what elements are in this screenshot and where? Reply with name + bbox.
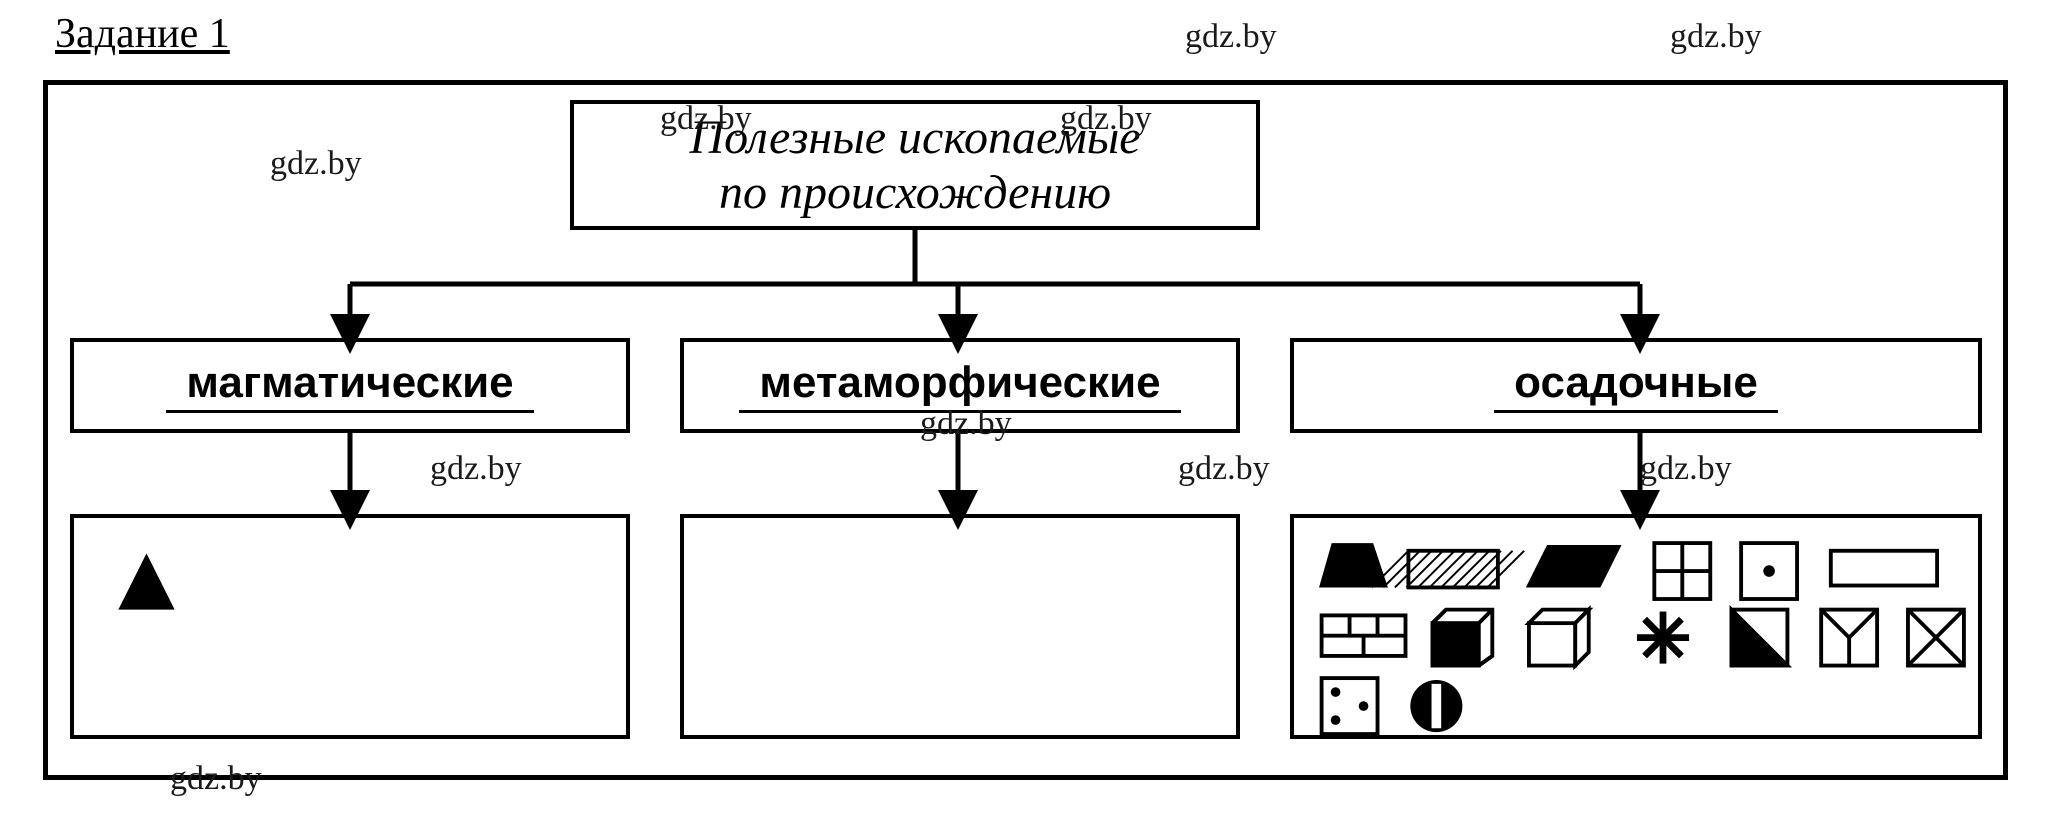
trapezoid-filled-icon bbox=[1322, 545, 1386, 586]
square-Y-icon bbox=[1821, 610, 1877, 666]
category-label: осадочные bbox=[1494, 358, 1778, 413]
circle-bar-icon bbox=[1410, 680, 1462, 732]
parallelogram-filled-icon bbox=[1529, 547, 1619, 586]
diag-half-icon bbox=[1731, 610, 1787, 666]
content-metamorphic bbox=[680, 514, 1240, 739]
watermark: gdz.by bbox=[170, 760, 262, 798]
category-label: магматические bbox=[166, 358, 533, 413]
category-sedimentary: осадочные bbox=[1290, 338, 1982, 433]
rect-hatched-icon bbox=[1372, 551, 1524, 588]
dice-icon bbox=[1322, 678, 1378, 734]
task-heading: Задание 1 bbox=[55, 10, 230, 58]
watermark: gdz.by bbox=[270, 145, 362, 183]
square-dot-icon bbox=[1741, 543, 1797, 599]
watermark: gdz.by bbox=[1178, 450, 1270, 488]
watermark: gdz.by bbox=[920, 405, 1012, 443]
content-sedimentary bbox=[1290, 514, 1982, 739]
rect-outline-wide-icon bbox=[1831, 551, 1937, 586]
content-magmatic bbox=[70, 514, 630, 739]
asterisk-icon bbox=[1637, 612, 1689, 664]
sedimentary-icons bbox=[1294, 518, 1978, 735]
bricks-icon bbox=[1322, 615, 1406, 656]
watermark: gdz.by bbox=[1060, 100, 1152, 138]
watermark: gdz.by bbox=[430, 450, 522, 488]
watermark: gdz.by bbox=[1640, 450, 1732, 488]
watermark: gdz.by bbox=[1185, 18, 1277, 56]
title-line-2: по происхождению bbox=[719, 165, 1111, 220]
triangle-icon bbox=[114, 549, 179, 614]
cube-3d-icon bbox=[1529, 610, 1589, 666]
watermark: gdz.by bbox=[1670, 18, 1762, 56]
cube-half-icon bbox=[1433, 610, 1493, 666]
square-cross-icon bbox=[1654, 543, 1710, 599]
watermark: gdz.by bbox=[660, 100, 752, 138]
square-X-icon bbox=[1908, 610, 1964, 666]
category-magmatic: магматические bbox=[70, 338, 630, 433]
